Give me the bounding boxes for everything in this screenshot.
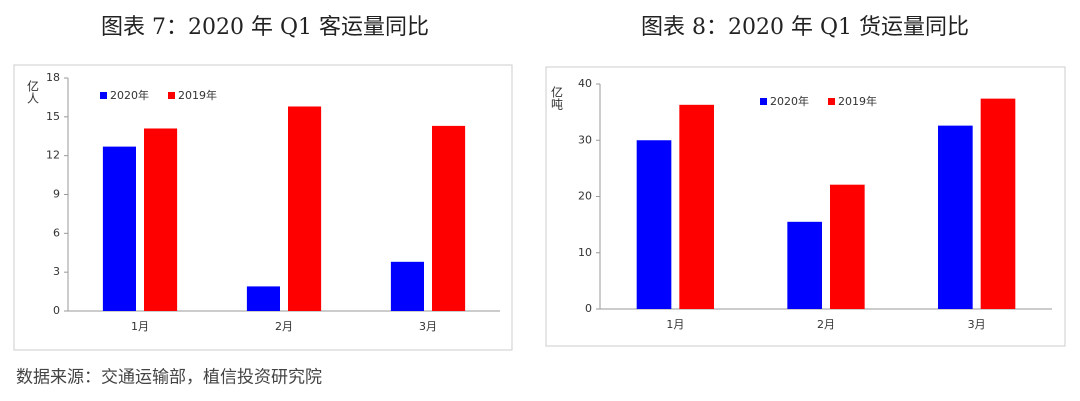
bar (246, 286, 280, 311)
bar (980, 98, 1016, 309)
legend-label: 2019年 (178, 88, 217, 102)
chart-frame (13, 64, 513, 351)
legend-swatch (760, 98, 767, 105)
bar (144, 128, 178, 311)
bar (679, 104, 714, 309)
bar (787, 221, 822, 309)
y-axis-label: 亿人 (26, 79, 40, 104)
bar (938, 125, 973, 309)
y-tick-label: 0 (53, 304, 60, 317)
x-tick-label: 1月 (131, 320, 149, 333)
chart-frame (545, 66, 1066, 347)
source-note: 数据来源：交通运输部，植信投资研究院 (16, 368, 322, 388)
legend-swatch (100, 92, 107, 99)
bar (636, 140, 672, 309)
y-axis-label: 亿吨 (550, 85, 564, 110)
bar (432, 125, 466, 312)
legend-swatch (828, 98, 835, 105)
bar (390, 261, 424, 311)
legend-label: 2020年 (770, 94, 809, 108)
y-tick-label: 12 (46, 149, 60, 162)
x-tick-label: 3月 (419, 320, 437, 333)
y-tick-label: 30 (578, 133, 592, 146)
y-tick-label: 9 (53, 188, 60, 201)
legend-label: 2019年 (838, 94, 877, 108)
y-tick-label: 18 (46, 71, 60, 84)
y-tick-label: 0 (585, 302, 592, 315)
bar (102, 146, 136, 311)
x-tick-label: 2月 (275, 320, 293, 333)
y-tick-label: 6 (53, 226, 60, 239)
y-tick-label: 20 (578, 190, 592, 203)
legend-label: 2020年 (110, 88, 149, 102)
y-tick-label: 15 (46, 110, 60, 123)
x-tick-label: 1月 (666, 318, 684, 331)
chart-title: 图表 8：2020 年 Q1 货运量同比 (641, 15, 969, 40)
legend-swatch (168, 92, 175, 99)
x-tick-label: 3月 (968, 318, 986, 331)
chart-title: 图表 7：2020 年 Q1 客运量同比 (101, 15, 429, 40)
y-tick-label: 10 (578, 246, 592, 259)
bar (830, 184, 865, 309)
bar (288, 106, 322, 311)
y-tick-label: 3 (53, 265, 60, 278)
x-tick-label: 2月 (817, 318, 835, 331)
y-tick-label: 40 (578, 77, 592, 90)
